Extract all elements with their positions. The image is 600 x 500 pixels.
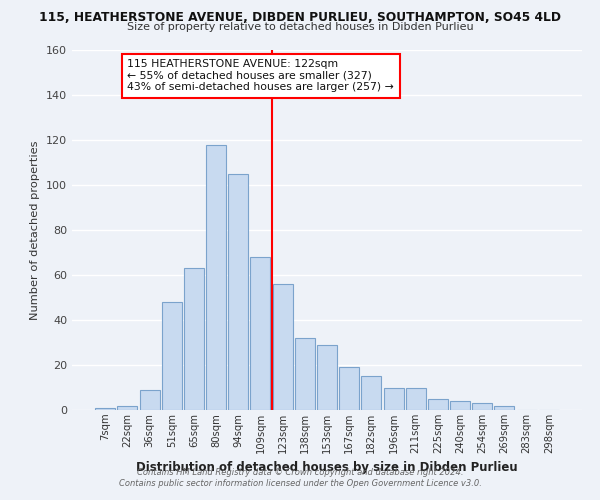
Y-axis label: Number of detached properties: Number of detached properties bbox=[31, 140, 40, 320]
Bar bbox=[206, 144, 226, 410]
Bar bbox=[228, 174, 248, 410]
Bar bbox=[317, 345, 337, 410]
Text: 115 HEATHERSTONE AVENUE: 122sqm
← 55% of detached houses are smaller (327)
43% o: 115 HEATHERSTONE AVENUE: 122sqm ← 55% of… bbox=[127, 59, 394, 92]
Text: Size of property relative to detached houses in Dibden Purlieu: Size of property relative to detached ho… bbox=[127, 22, 473, 32]
Bar bbox=[339, 367, 359, 410]
Bar bbox=[118, 406, 137, 410]
Bar bbox=[272, 284, 293, 410]
Bar bbox=[494, 406, 514, 410]
Bar bbox=[162, 302, 182, 410]
Bar bbox=[295, 338, 315, 410]
Bar bbox=[95, 408, 115, 410]
Bar bbox=[361, 376, 382, 410]
X-axis label: Distribution of detached houses by size in Dibden Purlieu: Distribution of detached houses by size … bbox=[136, 462, 518, 474]
Bar bbox=[472, 403, 492, 410]
Text: 115, HEATHERSTONE AVENUE, DIBDEN PURLIEU, SOUTHAMPTON, SO45 4LD: 115, HEATHERSTONE AVENUE, DIBDEN PURLIEU… bbox=[39, 11, 561, 24]
Bar bbox=[406, 388, 426, 410]
Bar bbox=[184, 268, 204, 410]
Bar bbox=[428, 399, 448, 410]
Bar bbox=[450, 401, 470, 410]
Bar bbox=[383, 388, 404, 410]
Bar bbox=[250, 257, 271, 410]
Bar bbox=[140, 390, 160, 410]
Text: Contains HM Land Registry data © Crown copyright and database right 2024.
Contai: Contains HM Land Registry data © Crown c… bbox=[119, 468, 481, 487]
